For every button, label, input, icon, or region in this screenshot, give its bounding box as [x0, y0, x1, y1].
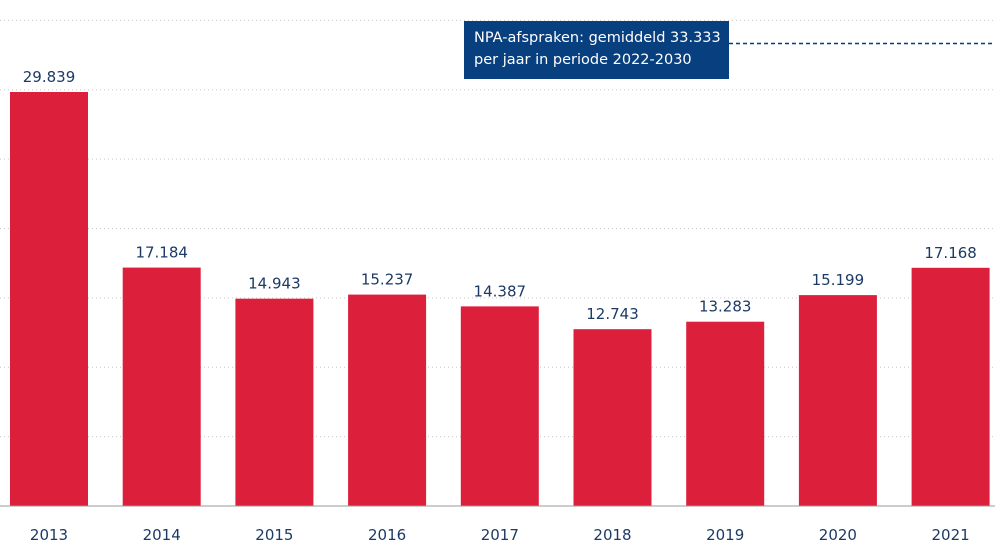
bar-2019 [686, 321, 765, 506]
bar-2020 [798, 295, 877, 506]
x-tick-labels: 2013 2014 2015 2016 2017 2018 2019 2020 2021 [30, 526, 970, 544]
bar-2015 [235, 298, 314, 506]
data-label-2021: 17.168 [924, 244, 977, 262]
reference-annotation-line-1: NPA-afspraken: gemiddeld 33.333 [474, 30, 721, 46]
bar-2021 [911, 267, 990, 506]
bar-2018 [573, 329, 652, 506]
data-labels: 29.839 17.184 14.943 15.237 14.387 12.743 13.2… [23, 68, 977, 323]
reference-annotation-line-2: per jaar in periode 2022-2030 [474, 52, 692, 68]
x-tick-label-2013: 2013 [30, 526, 68, 544]
bar-2017 [460, 306, 539, 506]
x-tick-label-2017: 2017 [481, 526, 519, 544]
x-tick-label-2014: 2014 [143, 526, 181, 544]
x-tick-label-2021: 2021 [932, 526, 970, 544]
x-tick-label-2015: 2015 [255, 526, 293, 544]
x-tick-label-2018: 2018 [593, 526, 631, 544]
data-label-2016: 15.237 [361, 271, 414, 289]
x-tick-label-2020: 2020 [819, 526, 857, 544]
x-tick-label-2019: 2019 [706, 526, 744, 544]
data-label-2015: 14.943 [248, 275, 301, 293]
bar-2016 [348, 294, 427, 506]
data-label-2019: 13.283 [699, 298, 752, 316]
data-label-2020: 15.199 [812, 271, 865, 289]
bar-2014 [122, 267, 201, 506]
x-tick-label-2016: 2016 [368, 526, 406, 544]
bar-2013 [10, 92, 88, 506]
reference-annotation: NPA-afspraken: gemiddeld 33.333 per jaar… [464, 21, 729, 79]
data-label-2018: 12.743 [586, 305, 639, 323]
bars [10, 92, 990, 506]
data-label-2014: 17.184 [135, 244, 188, 262]
data-label-2013: 29.839 [23, 68, 76, 86]
data-label-2017: 14.387 [474, 282, 527, 300]
